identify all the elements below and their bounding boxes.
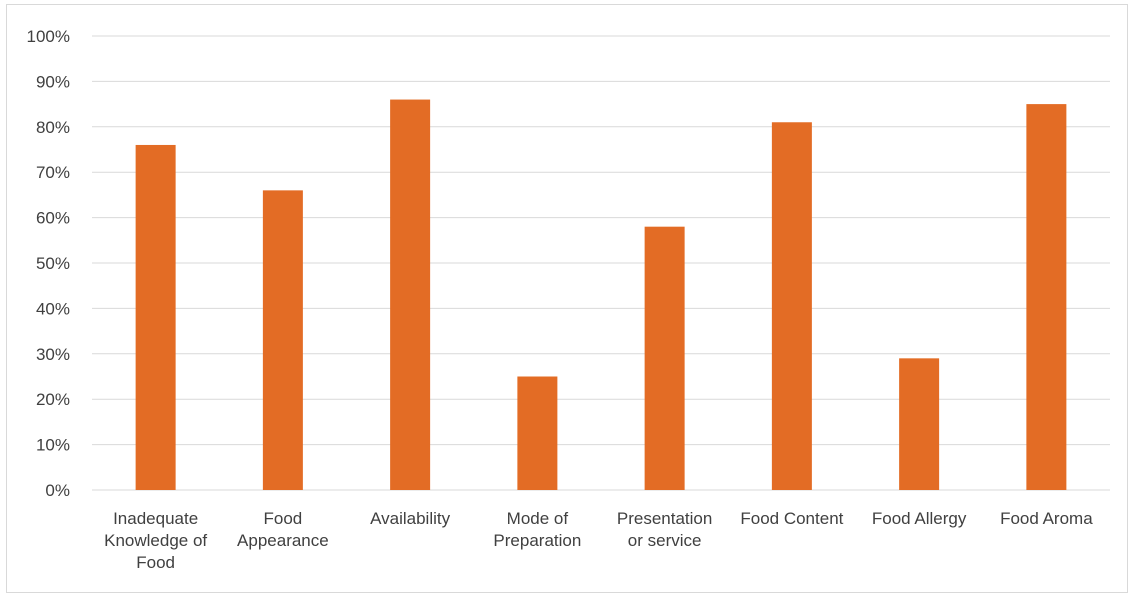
y-tick-label: 0% bbox=[45, 481, 70, 500]
y-tick-label: 100% bbox=[27, 27, 70, 46]
y-tick-label: 90% bbox=[36, 72, 70, 91]
y-tick-label: 80% bbox=[36, 118, 70, 137]
bar bbox=[771, 122, 812, 490]
y-tick-label: 60% bbox=[36, 209, 70, 228]
x-tick-label: Food Appearance bbox=[237, 509, 329, 550]
x-tick-label: Presentation or service bbox=[617, 509, 712, 550]
x-tick-label: Inadequate Knowledge of Food bbox=[104, 509, 207, 572]
x-axis-category-labels: Inadequate Knowledge of Food Food Appearance… bbox=[104, 509, 1093, 572]
bar bbox=[1026, 104, 1067, 490]
x-tick-label: Food Allergy bbox=[872, 509, 967, 528]
bar bbox=[899, 358, 940, 490]
y-tick-label: 70% bbox=[36, 163, 70, 182]
y-tick-label: 30% bbox=[36, 345, 70, 364]
bar bbox=[517, 376, 558, 490]
x-tick-label: Availability bbox=[370, 509, 451, 528]
x-tick-label: Food Content bbox=[740, 509, 843, 528]
chart-frame bbox=[6, 4, 1128, 593]
bar bbox=[390, 99, 431, 490]
bars bbox=[135, 99, 1067, 491]
y-tick-label: 40% bbox=[36, 299, 70, 318]
x-tick-label: Mode of Preparation bbox=[493, 509, 581, 550]
bar bbox=[644, 226, 685, 490]
gridlines bbox=[92, 35, 1110, 491]
y-axis-tick-labels: 0% 10% 20% 30% 40% 50% 60% 70% 80% 90% 100% bbox=[27, 27, 70, 500]
y-tick-label: 10% bbox=[36, 436, 70, 455]
x-tick-label: Food Aroma bbox=[1000, 509, 1093, 528]
bar bbox=[262, 190, 303, 491]
y-tick-label: 20% bbox=[36, 390, 70, 409]
bar bbox=[135, 144, 176, 490]
y-tick-label: 50% bbox=[36, 254, 70, 273]
